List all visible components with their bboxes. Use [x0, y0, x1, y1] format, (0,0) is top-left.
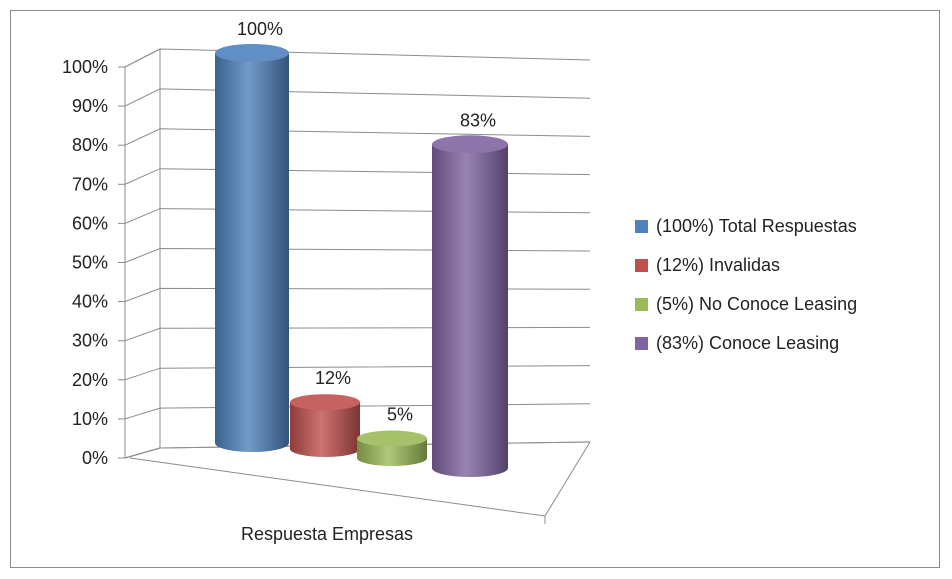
gridline	[124, 88, 591, 107]
data-label-83-conoce-leasing: 83%	[460, 110, 496, 130]
y-tick-label-50: 50%	[72, 253, 108, 273]
legend-label-invalidas: (12%) Invalidas	[656, 255, 781, 275]
y-tick-label-0: 0%	[82, 448, 108, 468]
bar-top-100-total-respuestas	[215, 44, 289, 62]
legend-swatch-conoce	[635, 337, 648, 350]
floor	[124, 441, 591, 517]
gridline	[124, 168, 591, 185]
y-tick-label-90: 90%	[72, 96, 108, 116]
gridline	[124, 287, 591, 303]
data-label-12-invalidas: 12%	[315, 368, 351, 388]
bar-100-total-respuestas	[215, 53, 289, 452]
bar-top-12-invalidas	[290, 394, 360, 411]
legend-label-total: (100%) Total Respuestas	[656, 216, 857, 236]
legend-swatch-no-conoce	[635, 298, 648, 311]
legend-swatch-invalidas	[635, 259, 648, 272]
legend-label-no-conoce: (5%) No Conoce Leasing	[656, 294, 858, 314]
legend-item-conoce: (83%) Conoce Leasing	[635, 324, 857, 363]
gridline	[124, 48, 591, 68]
data-label-100-total-respuestas: 100%	[237, 19, 283, 39]
data-label-5-no-conoce-leasing: 5%	[387, 405, 413, 425]
y-tick-label-70: 70%	[72, 174, 108, 194]
y-tick-label-60: 60%	[72, 213, 108, 233]
bar-top-83-conoce-leasing	[432, 135, 508, 154]
legend-label-conoce: (83%) Conoce Leasing	[656, 333, 840, 353]
y-tick-label-20: 20%	[72, 370, 108, 390]
y-tick-label-80: 80%	[72, 135, 108, 155]
x-axis-label: Respuesta Empresas	[241, 524, 413, 544]
gridline	[124, 208, 591, 224]
gridline	[124, 326, 591, 342]
y-tick-label-30: 30%	[72, 331, 108, 351]
bar-83-conoce-leasing	[432, 144, 508, 478]
labels: 0% 10% 20% 30% 40% 50% 60% 70% 80% 90% 100% Respues…	[62, 19, 496, 544]
y-tick-label-10: 10%	[72, 409, 108, 429]
legend-swatch-total	[635, 220, 648, 233]
y-tick-label-40: 40%	[72, 292, 108, 312]
gridline	[124, 365, 591, 381]
bar-12-invalidas	[290, 402, 360, 457]
legend-item-no-conoce: (5%) No Conoce Leasing	[635, 285, 857, 324]
legend-item-total: (100%) Total Respuestas	[635, 207, 857, 246]
y-tick-label-100: 100%	[62, 57, 108, 77]
gridline	[124, 128, 591, 146]
gridline	[124, 247, 591, 263]
chart-walls	[124, 48, 591, 524]
gridlines	[118, 48, 591, 459]
legend: (100%) Total Respuestas (12%) Invalidas …	[635, 207, 857, 363]
legend-item-invalidas: (12%) Invalidas	[635, 246, 857, 285]
bar-top-5-no-conoce-leasing	[357, 430, 427, 447]
side-wall	[124, 48, 161, 459]
bars	[215, 44, 508, 478]
